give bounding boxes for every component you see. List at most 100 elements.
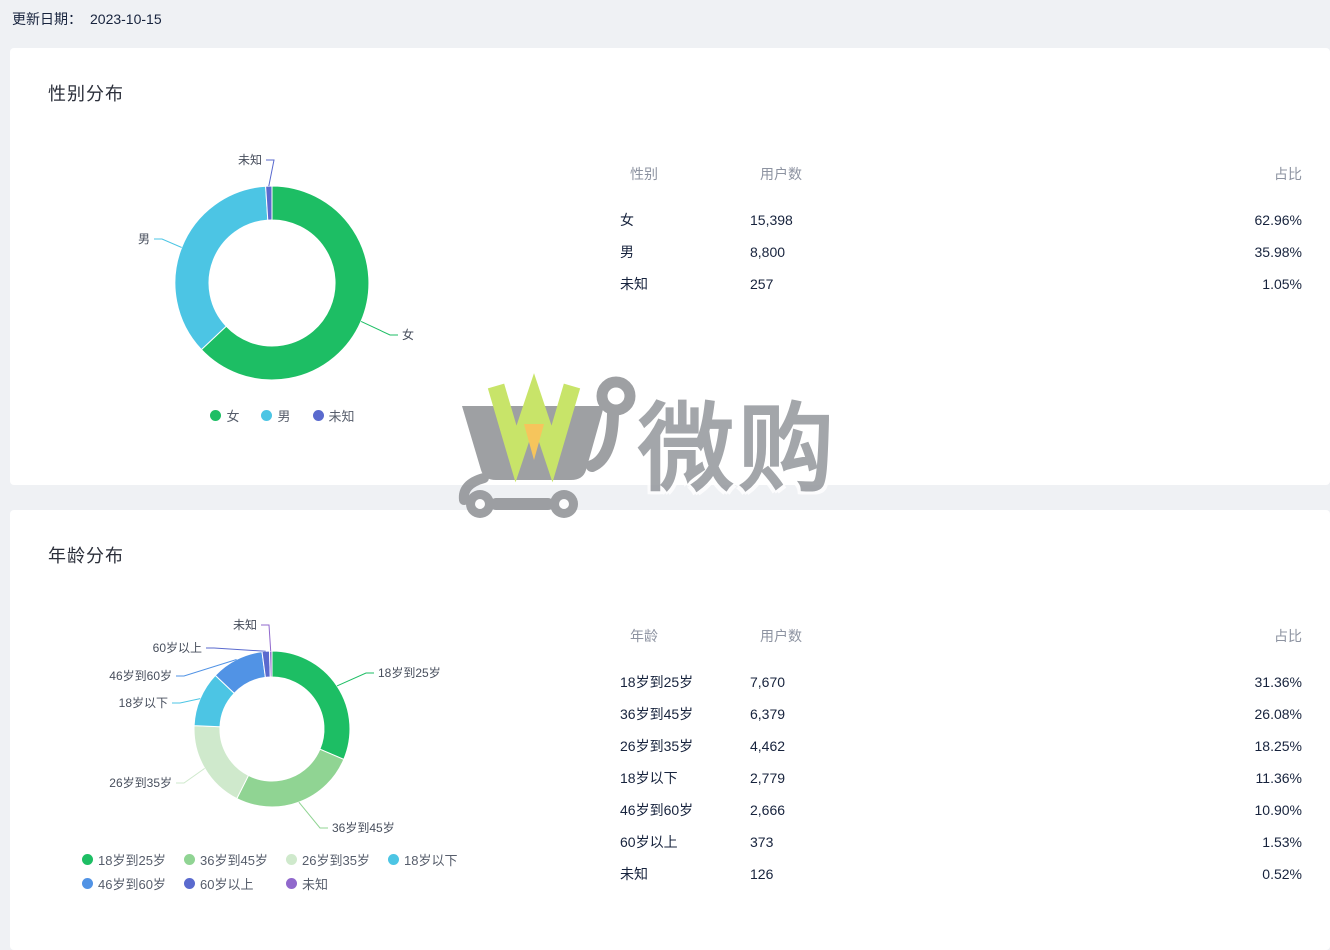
pie-label-line [360, 320, 398, 336]
legend-dot-icon [286, 854, 297, 865]
table-row: 18岁以下 2,779 11.36% [620, 762, 1302, 794]
table-row: 46岁到60岁 2,666 10.90% [620, 794, 1302, 826]
cell-percent: 11.36% [1255, 770, 1302, 786]
table-header-cell: 用户数 [760, 166, 802, 182]
legend-label: 26岁到35岁 [302, 853, 370, 868]
legend-item-未知[interactable]: 未知 [286, 874, 374, 893]
legend-label: 36岁到45岁 [200, 853, 268, 868]
pie-label-line [206, 647, 266, 652]
legend-item-46岁到60岁[interactable]: 46岁到60岁 [82, 874, 170, 893]
pie-label: 36岁到45岁 [332, 820, 395, 835]
legend-dot-icon [184, 878, 195, 889]
legend-dot-icon [82, 854, 93, 865]
legend-label: 18岁以下 [404, 853, 458, 868]
gender-table: 性别 用户数 占比女 15,398 62.96% 男 8,800 35.98% 未知 257 1.0… [620, 160, 1302, 300]
legend-dot-icon [210, 410, 222, 421]
cell-label: 36岁到45岁 [620, 706, 694, 722]
cell-count: 15,398 [750, 212, 793, 228]
legend-item-36岁到45岁[interactable]: 36岁到45岁 [184, 850, 272, 869]
legend-item-18岁到25岁[interactable]: 18岁到25岁 [82, 850, 170, 869]
table-header-cell: 年龄 [630, 628, 658, 644]
age-chart-legend: 18岁到25岁 36岁到45岁 26岁到35岁 18岁以下 46岁到60岁 60岁以上 未知 [82, 850, 512, 893]
legend-label: 男 [277, 409, 291, 424]
cell-label: 男 [620, 244, 634, 260]
cell-count: 126 [750, 866, 774, 882]
update-date-bar: 更新日期： 2023-10-15 [12, 9, 162, 29]
pie-label: 26岁到35岁 [109, 775, 172, 790]
legend-item-60岁以上[interactable]: 60岁以上 [184, 874, 272, 893]
table-header-cell: 性别 [630, 166, 658, 182]
pie-slice-26岁到35岁[interactable] [193, 725, 250, 800]
pie-label: 46岁到60岁 [109, 668, 172, 683]
cell-label: 26岁到35岁 [620, 738, 694, 754]
legend-item-18岁以下[interactable]: 18岁以下 [388, 850, 476, 869]
cell-label: 60岁以上 [620, 834, 678, 850]
cell-count: 2,779 [750, 770, 786, 786]
cell-percent: 10.90% [1254, 802, 1302, 818]
pie-slice-未知[interactable] [265, 185, 273, 221]
legend-label: 18岁到25岁 [98, 853, 166, 868]
gender-distribution-card: 性别分布 女男未知 女男未知 性别 用户数 占比女 15,398 62.96% 男 8,80… [10, 48, 1330, 485]
cell-count: 2,666 [750, 802, 786, 818]
pie-label: 18岁以下 [119, 695, 168, 710]
table-header-row: 年龄 用户数 占比 [620, 622, 1302, 650]
cell-percent: 0.52% [1262, 866, 1302, 882]
table-row: 男 8,800 35.98% [620, 236, 1302, 268]
table-row: 36岁到45岁 6,379 26.08% [620, 698, 1302, 730]
table-header-cell: 占比 [1274, 628, 1302, 644]
table-row: 未知 126 0.52% [620, 858, 1302, 890]
pie-slice-未知[interactable] [268, 650, 273, 678]
cell-label: 未知 [620, 276, 648, 292]
legend-item-女[interactable]: 女 [210, 406, 239, 425]
pie-label: 未知 [233, 618, 257, 632]
pie-label-line [266, 159, 275, 187]
cell-percent: 35.98% [1254, 244, 1302, 260]
legend-dot-icon [184, 854, 195, 865]
pie-label-line [176, 767, 205, 784]
cell-percent: 26.08% [1254, 706, 1302, 722]
table-header-row: 性别 用户数 占比 [620, 160, 1302, 188]
cell-label: 女 [620, 212, 634, 228]
legend-item-未知[interactable]: 未知 [312, 406, 355, 425]
pie-label: 女 [402, 327, 414, 342]
table-header-cell: 用户数 [760, 628, 802, 644]
table-row: 未知 257 1.05% [620, 268, 1302, 300]
cell-count: 4,462 [750, 738, 786, 754]
pie-slice-18岁到25岁[interactable] [271, 650, 351, 761]
gender-chart-legend: 女 男 未知 [10, 406, 555, 425]
legend-dot-icon [312, 410, 324, 421]
legend-label: 女 [226, 409, 240, 424]
legend-item-男[interactable]: 男 [261, 406, 291, 425]
cell-percent: 18.25% [1254, 738, 1302, 754]
gender-card-title: 性别分布 [48, 84, 124, 104]
pie-label-line [298, 801, 328, 829]
pie-slice-36岁到45岁[interactable] [236, 748, 345, 808]
pie-slice-女[interactable] [200, 185, 370, 381]
legend-dot-icon [388, 854, 399, 865]
cell-count: 7,670 [750, 674, 786, 690]
pie-label-line [261, 624, 272, 652]
legend-dot-icon [261, 410, 273, 421]
legend-label: 60岁以上 [200, 877, 254, 892]
cell-count: 6,379 [750, 706, 786, 722]
legend-label: 46岁到60岁 [98, 877, 166, 892]
pie-slice-男[interactable] [174, 185, 269, 351]
cell-count: 373 [750, 834, 774, 850]
cell-label: 18岁到25岁 [620, 674, 694, 690]
cell-label: 46岁到60岁 [620, 802, 694, 818]
pie-label-line [176, 659, 237, 677]
cell-count: 8,800 [750, 244, 786, 260]
age-card-title: 年龄分布 [48, 546, 124, 566]
update-date-label: 更新日期： [12, 11, 82, 27]
table-row: 26岁到35岁 4,462 18.25% [620, 730, 1302, 762]
pie-label: 60岁以上 [153, 640, 202, 655]
cell-label: 未知 [620, 866, 648, 882]
pie-label-line [172, 698, 201, 704]
cell-percent: 31.36% [1254, 674, 1302, 690]
legend-label: 未知 [302, 877, 329, 892]
legend-item-26岁到35岁[interactable]: 26岁到35岁 [286, 850, 374, 869]
age-donut-chart: 18岁到25岁 36岁到45岁 26岁到35岁 18岁以下 46岁到60岁 60岁以上 未知 [109, 618, 440, 835]
cell-percent: 1.53% [1262, 834, 1302, 850]
cell-percent: 1.05% [1262, 276, 1302, 292]
pie-label-line [336, 672, 374, 687]
